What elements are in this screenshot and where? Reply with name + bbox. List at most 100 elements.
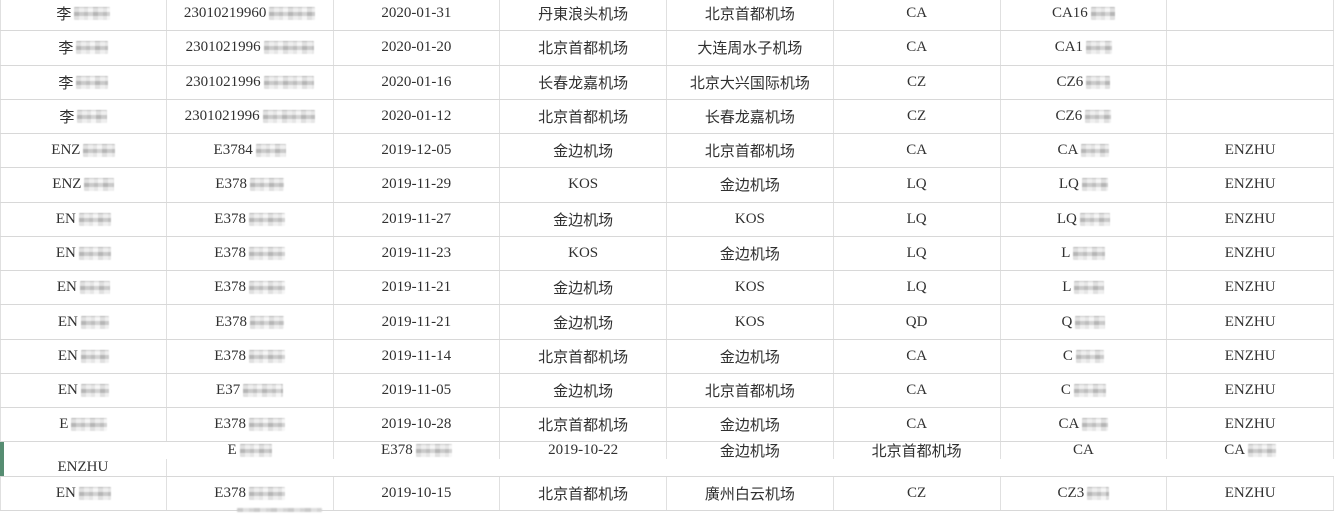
cell-flight_number[interactable]: CZ6 — [1001, 99, 1168, 134]
cell-flight_number[interactable]: C — [1001, 339, 1168, 373]
cell-id_number[interactable]: E378 — [167, 305, 334, 339]
cell-id_number[interactable]: E378 — [167, 271, 334, 305]
cell-arrival_airport[interactable]: 北京首都机场 — [667, 134, 834, 168]
cell-airline_code[interactable]: CA — [1001, 442, 1168, 460]
cell-flight_number[interactable]: L — [1001, 236, 1168, 271]
cell-departure_airport[interactable]: 北京首都机场 — [500, 408, 667, 442]
cell-departure_airport[interactable]: KOS — [500, 168, 667, 202]
cell-passenger_tag[interactable]: ENZHU — [1167, 271, 1334, 305]
cell-arrival_airport[interactable]: 北京首都机场 — [667, 0, 834, 31]
cell-id_number[interactable]: 2301021996 — [167, 65, 334, 99]
cell-airline_code[interactable]: CZ — [834, 476, 1001, 510]
cell-flight_number[interactable]: LQ — [1001, 168, 1168, 202]
cell-airline_code[interactable]: CA — [834, 373, 1001, 408]
cell-airline_code[interactable]: LQ — [834, 271, 1001, 305]
cell-airline_code[interactable]: CA — [834, 408, 1001, 442]
cell-name[interactable]: EN — [0, 339, 167, 373]
cell-passenger_tag[interactable] — [1167, 99, 1334, 134]
cell-name[interactable]: EN — [0, 373, 167, 408]
cell-arrival_airport[interactable]: 长春龙嘉机场 — [667, 99, 834, 134]
cell-passenger_tag[interactable]: ENZHU — [1167, 408, 1334, 442]
cell-arrival_airport[interactable]: 北京首都机场 — [834, 442, 1001, 460]
cell-name[interactable]: EN — [0, 271, 167, 305]
cell-id_number[interactable]: 2301021996 — [167, 99, 334, 134]
cell-airline_code[interactable]: LQ — [834, 202, 1001, 236]
cell-airline_code[interactable]: LQ — [834, 236, 1001, 271]
cell-airline_code[interactable]: CA — [834, 339, 1001, 373]
cell-flight_number[interactable]: CA1 — [1001, 31, 1168, 65]
cell-id_number[interactable]: 2301021996 — [167, 31, 334, 65]
cell-flight_date[interactable]: 2019-11-21 — [334, 305, 501, 339]
cell-flight_number[interactable]: Q — [1001, 305, 1168, 339]
cell-arrival_airport[interactable]: 金边机场 — [667, 168, 834, 202]
cell-id_number[interactable]: E37 — [167, 373, 334, 408]
cell-passenger_tag[interactable]: ENZHU — [1167, 236, 1334, 271]
cell-flight_number[interactable]: CA16 — [1001, 0, 1168, 31]
cell-name[interactable]: EN — [0, 202, 167, 236]
cell-name[interactable]: E — [167, 442, 334, 460]
cell-name[interactable]: EN — [0, 305, 167, 339]
cell-flight_date[interactable]: 2019-10-28 — [334, 408, 501, 442]
cell-name[interactable]: 李 — [0, 31, 167, 65]
cell-id_number[interactable]: E378 — [167, 202, 334, 236]
cell-departure_airport[interactable]: 金边机场 — [500, 305, 667, 339]
cell-airline_code[interactable]: CA — [834, 134, 1001, 168]
cell-passenger_tag[interactable]: ENZHU — [1167, 202, 1334, 236]
cell-departure_airport[interactable]: 长春龙嘉机场 — [500, 65, 667, 99]
cell-departure_airport[interactable]: 北京首都机场 — [500, 31, 667, 65]
cell-passenger_tag[interactable] — [1167, 0, 1334, 31]
cell-passenger_tag[interactable]: ENZHU — [1167, 339, 1334, 373]
cell-arrival_airport[interactable]: 北京大兴国际机场 — [667, 65, 834, 99]
cell-flight_date[interactable]: 2019-11-14 — [334, 339, 501, 373]
cell-flight_number[interactable]: CA — [1001, 134, 1168, 168]
cell-arrival_airport[interactable]: 金边机场 — [667, 339, 834, 373]
cell-flight_date[interactable]: 2019-10-15 — [334, 476, 501, 510]
cell-flight_number[interactable]: C — [1001, 373, 1168, 408]
cell-flight_number[interactable]: L — [1001, 271, 1168, 305]
cell-name[interactable]: ENZ — [0, 134, 167, 168]
cell-flight_date[interactable]: 2019-11-05 — [334, 373, 501, 408]
cell-id_number[interactable]: E378 — [167, 339, 334, 373]
cell-arrival_airport[interactable]: 廣州白云机场 — [667, 476, 834, 510]
cell-flight_date[interactable]: 2020-01-12 — [334, 99, 501, 134]
cell-id_number[interactable]: E378 — [167, 168, 334, 202]
cell-passenger_tag[interactable]: ENZHU — [0, 459, 167, 476]
cell-departure_airport[interactable]: 金边机场 — [500, 134, 667, 168]
cell-arrival_airport[interactable]: KOS — [667, 202, 834, 236]
cell-name[interactable]: EN — [0, 476, 167, 510]
cell-flight_date[interactable]: 2020-01-16 — [334, 65, 501, 99]
cell-flight_date[interactable]: 2020-01-31 — [334, 0, 501, 31]
cell-departure_airport[interactable]: 金边机场 — [500, 373, 667, 408]
cell-departure_airport[interactable]: 金边机场 — [667, 442, 834, 460]
cell-departure_airport[interactable]: 金边机场 — [500, 271, 667, 305]
cell-name[interactable]: 李 — [0, 65, 167, 99]
cell-passenger_tag[interactable]: ENZHU — [1167, 476, 1334, 510]
cell-passenger_tag[interactable]: ENZHU — [1167, 168, 1334, 202]
cell-passenger_tag[interactable]: ENZHU — [1167, 305, 1334, 339]
cell-departure_airport[interactable]: 金边机场 — [500, 202, 667, 236]
cell-departure_airport[interactable]: 丹東浪头机场 — [500, 0, 667, 31]
cell-airline_code[interactable]: CZ — [834, 99, 1001, 134]
cell-id_number[interactable]: E378 — [334, 442, 501, 460]
cell-flight_number[interactable]: CZ3 — [1001, 476, 1168, 510]
cell-id_number[interactable]: E378 — [167, 236, 334, 271]
cell-name[interactable]: 李 — [0, 99, 167, 134]
cell-flight_date[interactable]: 2019-12-05 — [334, 134, 501, 168]
cell-name[interactable]: ENZ — [0, 168, 167, 202]
cell-departure_airport[interactable]: 北京首都机场 — [500, 99, 667, 134]
cell-airline_code[interactable]: CA — [834, 31, 1001, 65]
cell-arrival_airport[interactable]: 金边机场 — [667, 236, 834, 271]
cell-flight_date[interactable]: 2019-11-27 — [334, 202, 501, 236]
cell-airline_code[interactable]: LQ — [834, 168, 1001, 202]
cell-id_number[interactable]: E378 — [167, 476, 334, 510]
cell-arrival_airport[interactable]: KOS — [667, 305, 834, 339]
cell-name[interactable]: 李 — [0, 0, 167, 31]
cell-arrival_airport[interactable]: KOS — [667, 271, 834, 305]
cell-passenger_tag[interactable]: ENZHU — [1167, 373, 1334, 408]
cell-name[interactable]: E — [0, 408, 167, 442]
cell-arrival_airport[interactable]: 金边机场 — [667, 408, 834, 442]
cell-airline_code[interactable]: CA — [834, 0, 1001, 31]
cell-departure_airport[interactable]: 北京首都机场 — [500, 476, 667, 510]
cell-flight_number[interactable]: LQ — [1001, 202, 1168, 236]
cell-name[interactable]: EN — [0, 236, 167, 271]
